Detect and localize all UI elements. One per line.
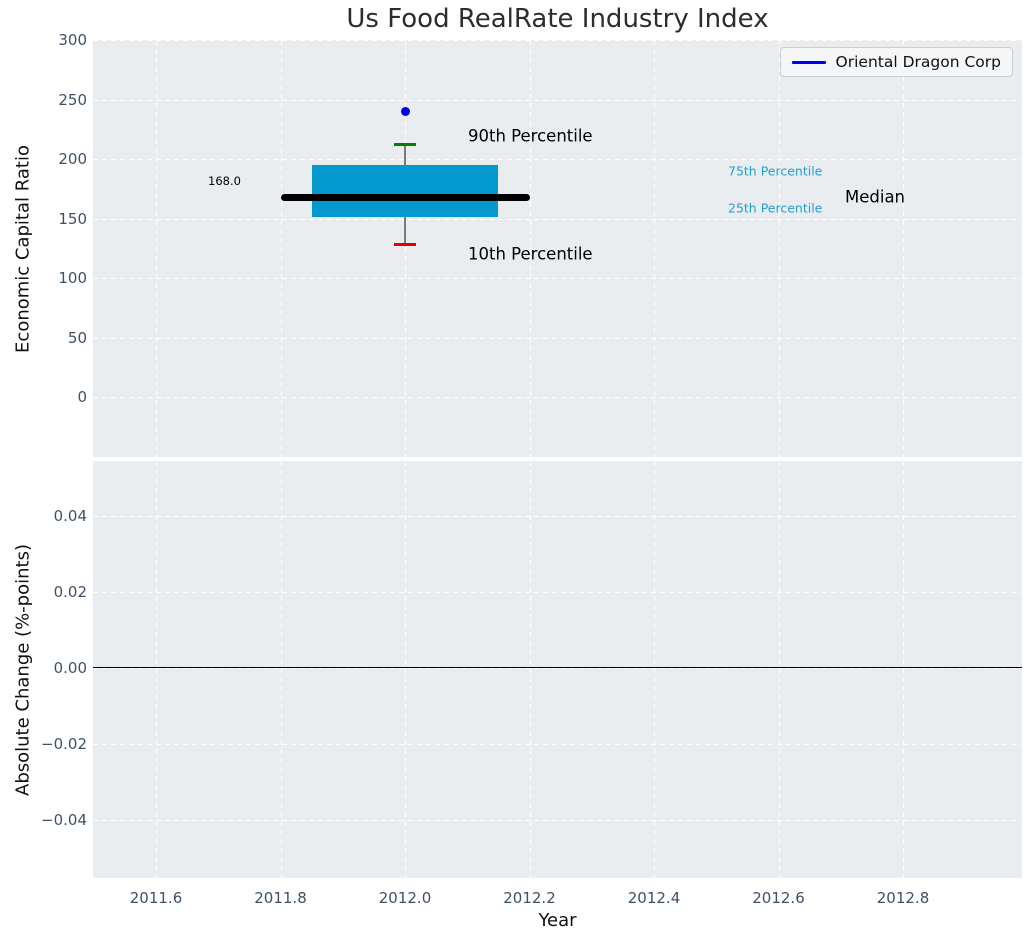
x-tick-label: 2012.4 xyxy=(627,889,681,907)
annotation-25th-percentile: 25th Percentile xyxy=(728,200,823,216)
iqr-box xyxy=(311,164,499,218)
y-tick-label: 50 xyxy=(67,328,87,347)
gridline-vertical xyxy=(156,461,157,878)
gridline-vertical xyxy=(654,40,655,457)
annotation-10th-percentile: 10th Percentile xyxy=(468,244,593,264)
y-tick-label: −0.04 xyxy=(41,810,87,829)
y-tick-label: 300 xyxy=(58,31,87,49)
company-data-point xyxy=(400,106,410,116)
y-tick-label: 250 xyxy=(58,90,87,109)
x-tick-label: 2012.0 xyxy=(378,889,432,907)
gridline-horizontal xyxy=(93,591,1022,593)
y-tick-label: 100 xyxy=(58,269,87,287)
90th-percentile-cap xyxy=(394,143,416,147)
gridline-horizontal xyxy=(93,819,1022,821)
gridline-vertical xyxy=(280,461,282,878)
x-tick-label: 2011.8 xyxy=(254,889,307,907)
x-axis-label: Year xyxy=(538,910,577,931)
gridline-vertical xyxy=(778,461,780,878)
gridline-vertical xyxy=(903,461,904,878)
gridline-horizontal xyxy=(93,743,1022,745)
10th-percentile-cap xyxy=(394,243,416,247)
gridline-vertical xyxy=(778,40,780,457)
bottom-plot-area xyxy=(93,461,1022,878)
y-tick-label: 0.04 xyxy=(53,506,87,525)
y-axis-label-top: Economic Capital Ratio xyxy=(12,145,34,353)
y-tick-label: 0.02 xyxy=(53,582,87,601)
y-tick-label: 0.00 xyxy=(53,658,87,677)
gridline-vertical xyxy=(280,40,282,457)
gridline-horizontal xyxy=(93,99,1022,101)
zero-line xyxy=(93,666,1022,669)
median-line xyxy=(280,193,530,201)
x-tick-label: 2012.2 xyxy=(503,889,556,907)
gridline-vertical xyxy=(529,461,531,878)
annotation-median-value: 168.0 xyxy=(208,174,241,188)
gridline-horizontal xyxy=(93,278,1022,279)
y-tick-label: 0 xyxy=(77,388,87,406)
legend-line-sample xyxy=(791,60,826,64)
x-tick-label: 2011.6 xyxy=(129,889,183,907)
gridline-vertical xyxy=(529,40,531,457)
top-plot-area: 90th Percentile 10th Percentile 75th Per… xyxy=(93,40,1022,457)
gridline-horizontal xyxy=(93,515,1022,517)
gridline-vertical xyxy=(654,461,655,878)
x-tick-label: 2012.8 xyxy=(876,889,930,907)
y-tick-label: 150 xyxy=(58,209,87,228)
legend: Oriental Dragon Corp xyxy=(779,47,1013,77)
x-tick-label: 2012.6 xyxy=(752,889,805,907)
gridline-vertical xyxy=(405,461,406,878)
gridline-vertical xyxy=(903,40,904,457)
annotation-90th-percentile: 90th Percentile xyxy=(468,126,593,146)
gridline-horizontal xyxy=(93,159,1022,160)
gridline-horizontal xyxy=(93,397,1022,398)
annotation-75th-percentile: 75th Percentile xyxy=(728,163,823,179)
chart-title: Us Food RealRate Industry Index xyxy=(346,4,769,34)
gridline-horizontal xyxy=(93,218,1022,220)
gridline-vertical xyxy=(405,40,406,457)
y-tick-label: 200 xyxy=(58,150,87,168)
gridline-vertical xyxy=(156,40,157,457)
gridline-horizontal xyxy=(93,337,1022,339)
gridline-horizontal xyxy=(93,40,1022,41)
annotation-median: Median xyxy=(845,187,906,207)
legend-label: Oriental Dragon Corp xyxy=(835,53,1001,71)
y-tick-label: −0.02 xyxy=(41,734,87,753)
